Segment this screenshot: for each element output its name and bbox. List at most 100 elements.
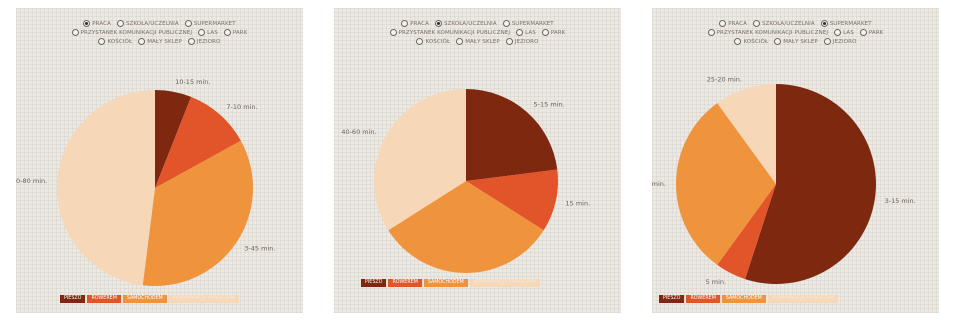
- radio-button-icon[interactable]: [187, 38, 195, 45]
- legend-item: ROWEREM: [388, 279, 422, 287]
- radio-button-icon[interactable]: [116, 20, 124, 27]
- pie-chart: 10-15 min. 7-10 min. 3-45 min. 60-80 min.: [16, 78, 275, 287]
- radio-option[interactable]: PRACA: [719, 20, 747, 27]
- slice-label: 3-45 min.: [244, 245, 275, 253]
- radio-button-icon[interactable]: [434, 20, 442, 27]
- radio-button-icon[interactable]: [198, 29, 206, 36]
- radio-option[interactable]: MAŁY SKLEP: [138, 38, 182, 45]
- radio-label: SUPERMARKET: [511, 20, 554, 27]
- radio-option[interactable]: MAŁY SKLEP: [456, 38, 500, 45]
- legend-item: ROWEREM: [87, 295, 121, 303]
- radio-option[interactable]: LAS: [198, 29, 218, 36]
- radio-label: JEZIORO: [514, 38, 539, 45]
- radio-option[interactable]: SUPERMARKET: [184, 20, 236, 27]
- radio-option[interactable]: PRZYSTANEK KOMUNIKACJI PUBLICZNEJ: [71, 29, 193, 36]
- radio-label: JEZIORO: [832, 38, 857, 45]
- radio-option[interactable]: PARK: [223, 29, 248, 36]
- radio-button-icon[interactable]: [502, 20, 510, 27]
- radio-label: MAŁY SKLEP: [465, 38, 500, 45]
- radio-option[interactable]: MAŁY SKLEP: [774, 38, 818, 45]
- radio-label: LAS: [525, 29, 536, 36]
- slice-label: 5-15 min.: [652, 180, 666, 188]
- radio-option[interactable]: JEZIORO: [823, 38, 857, 45]
- radio-button-icon[interactable]: [138, 38, 146, 45]
- radio-option[interactable]: PARK: [541, 29, 566, 36]
- radio-button-icon[interactable]: [823, 38, 831, 45]
- radio-button-icon[interactable]: [734, 38, 742, 45]
- radio-button-icon[interactable]: [834, 29, 842, 36]
- slice-label: 5 min.: [706, 278, 727, 286]
- radio-label: MAŁY SKLEP: [783, 38, 818, 45]
- radio-button-icon[interactable]: [389, 29, 397, 36]
- radio-group: PRACA SZKOŁA/UCZELNIA SUPERMARKET PRZYSTANE…: [334, 20, 621, 45]
- legend: PIESZO ROWEREM SAMOCHODEM KOMUNIKACJA PUBLI…: [361, 279, 541, 287]
- pie-slice: [373, 89, 466, 231]
- legend-item: SAMOCHODEM: [423, 279, 468, 287]
- pie-slice: [466, 169, 558, 231]
- legend: PIESZO ROWEREM SAMOCHODEM KOMUNIKACJA PUBLI…: [659, 295, 839, 303]
- radio-label: LAS: [843, 29, 854, 36]
- radio-button-icon[interactable]: [541, 29, 549, 36]
- radio-option[interactable]: KOŚCIÓŁ: [416, 38, 450, 45]
- radio-button-icon[interactable]: [98, 38, 106, 45]
- radio-button-icon[interactable]: [71, 29, 79, 36]
- legend-item: SAMOCHODEM: [122, 295, 167, 303]
- pie-chart: 3-15 min. 5 min. 5-15 min. 25-20 min.: [652, 75, 916, 286]
- radio-label: PRACA: [728, 20, 747, 27]
- legend-item: ROWEREM: [686, 295, 720, 303]
- slice-label: 5-15 min.: [534, 101, 565, 109]
- pie-chart: 5-15 min.15 min.10-15 min.40-60 min.: [341, 89, 590, 287]
- radio-button-icon[interactable]: [719, 20, 727, 27]
- pie-slice: [388, 181, 544, 274]
- radio-button-icon[interactable]: [516, 29, 524, 36]
- radio-group: PRACA SZKOŁA/UCZELNIA SUPERMARKET PRZYSTANE…: [16, 20, 303, 45]
- radio-button-icon[interactable]: [752, 20, 760, 27]
- radio-label: MAŁY SKLEP: [147, 38, 182, 45]
- radio-label: PRZYSTANEK KOMUNIKACJI PUBLICZNEJ: [80, 29, 193, 36]
- radio-button-icon[interactable]: [707, 29, 715, 36]
- radio-button-icon[interactable]: [859, 29, 867, 36]
- radio-option[interactable]: PRZYSTANEK KOMUNIKACJI PUBLICZNEJ: [707, 29, 828, 36]
- radio-button-icon[interactable]: [83, 20, 91, 27]
- radio-option[interactable]: KOŚCIÓŁ: [98, 38, 132, 45]
- radio-label: SZKOŁA/UCZELNIA: [443, 20, 497, 27]
- slice-label: 25-20 min.: [707, 75, 742, 83]
- radio-button-icon[interactable]: [223, 29, 231, 36]
- radio-option[interactable]: LAS: [516, 29, 536, 36]
- radio-option[interactable]: SUPERMARKET: [820, 20, 872, 27]
- radio-option[interactable]: SZKOŁA/UCZELNIA: [752, 20, 815, 27]
- slice-label: 40-60 min.: [341, 128, 376, 136]
- radio-label: SUPERMARKET: [829, 20, 872, 27]
- radio-button-icon[interactable]: [416, 38, 424, 45]
- radio-group: PRACA SZKOŁA/UCZELNIA SUPERMARKET PRZYSTANE…: [652, 20, 939, 45]
- radio-option[interactable]: SZKOŁA/UCZELNIA: [116, 20, 179, 27]
- radio-option[interactable]: PRACA: [401, 20, 429, 27]
- radio-option[interactable]: LAS: [834, 29, 854, 36]
- radio-button-icon[interactable]: [184, 20, 192, 27]
- pie-slice: [56, 89, 156, 286]
- chart-panel-3: PRACA SZKOŁA/UCZELNIA SUPERMARKET PRZYSTANE…: [652, 8, 939, 313]
- radio-label: KOŚCIÓŁ: [743, 38, 769, 45]
- radio-button-icon[interactable]: [401, 20, 409, 27]
- radio-option[interactable]: SUPERMARKET: [502, 20, 554, 27]
- radio-option[interactable]: SZKOŁA/UCZELNIA: [434, 20, 497, 27]
- radio-option[interactable]: JEZIORO: [505, 38, 539, 45]
- pie-slice: [676, 103, 776, 265]
- radio-label: PARK: [868, 29, 884, 36]
- radio-option[interactable]: JEZIORO: [187, 38, 221, 45]
- radio-button-icon[interactable]: [456, 38, 464, 45]
- pie-slice: [745, 84, 876, 284]
- radio-option[interactable]: PRZYSTANEK KOMUNIKACJI PUBLICZNEJ: [389, 29, 510, 36]
- radio-button-icon[interactable]: [505, 38, 513, 45]
- radio-label: PARK: [232, 29, 248, 36]
- slice-label: 10-15 min.: [175, 78, 210, 86]
- radio-button-icon[interactable]: [774, 38, 782, 45]
- slice-label: 3-15 min.: [885, 197, 916, 205]
- legend-item: KOMUNIKACJA PUBLICZNA: [767, 295, 839, 303]
- radio-button-icon[interactable]: [820, 20, 828, 27]
- radio-option[interactable]: PARK: [859, 29, 884, 36]
- radio-label: PRACA: [410, 20, 429, 27]
- radio-option[interactable]: KOŚCIÓŁ: [734, 38, 768, 45]
- radio-option[interactable]: PRACA: [83, 20, 111, 27]
- radio-label: SZKOŁA/UCZELNIA: [761, 20, 815, 27]
